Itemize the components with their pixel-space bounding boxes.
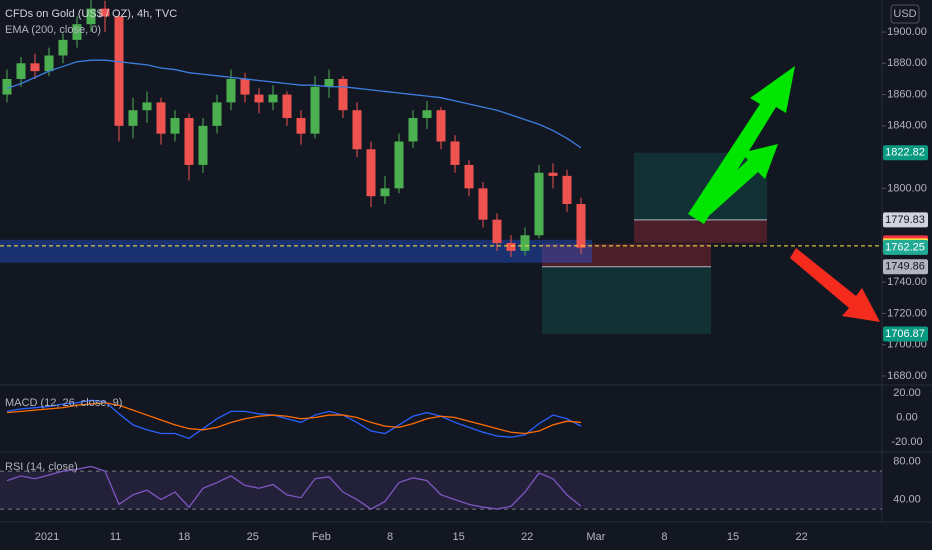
price-marker <box>883 239 928 255</box>
candle-body <box>254 94 264 103</box>
green-arrow <box>688 66 795 224</box>
candle-body <box>338 78 348 111</box>
price-marker-label: 1762.25 <box>885 241 925 253</box>
time-label: 2021 <box>35 531 59 543</box>
candle-body <box>576 204 586 248</box>
price-marker <box>883 326 928 342</box>
currency-label[interactable]: USD <box>893 8 916 20</box>
macd-legend: MACD (12, 26, close, 9) <box>5 397 122 409</box>
time-label: 15 <box>452 531 464 543</box>
candle-body <box>520 235 530 251</box>
candle-body <box>464 164 474 189</box>
price-tick-label: 1800.00 <box>887 182 927 194</box>
rsi-legend: RSI (14, close) <box>5 461 78 473</box>
macd-tick-label: 0.00 <box>896 411 917 423</box>
candle-body <box>184 118 194 165</box>
candle-body <box>492 219 502 244</box>
candle-body <box>324 78 334 87</box>
price-tick-label: 1840.00 <box>887 120 927 132</box>
price-marker <box>883 259 928 275</box>
candle-body <box>86 8 96 25</box>
candle-body <box>58 39 68 56</box>
candle-body <box>198 125 208 165</box>
rsi-band <box>0 471 882 510</box>
ema-line <box>6 59 582 149</box>
candle-body <box>156 102 166 134</box>
candle-body <box>16 63 26 79</box>
candle-body <box>30 63 40 72</box>
price-tick-label: 1860.00 <box>887 88 927 100</box>
candle-body <box>114 16 124 126</box>
price-marker-label: 1706.87 <box>885 328 925 340</box>
candle-body <box>226 78 236 103</box>
signal-line <box>6 402 582 435</box>
time-label: 8 <box>661 531 667 543</box>
candle-body <box>142 102 152 111</box>
candle-body <box>534 172 544 236</box>
price-tick-label: 1720.00 <box>887 307 927 319</box>
price-tick-label: 1700.00 <box>887 339 927 351</box>
symbol-title: CFDs on Gold (US$ / OZ), 4h, TVC <box>5 8 177 20</box>
candle-body <box>100 8 110 17</box>
candle-body <box>422 110 432 119</box>
time-label: 25 <box>247 531 259 543</box>
candle-body <box>408 118 418 142</box>
macd-tick-label: -20.00 <box>891 436 922 448</box>
price-tick-label: 1880.00 <box>887 57 927 69</box>
support-zone <box>0 239 592 263</box>
price-marker-label: 1822.82 <box>885 147 925 159</box>
macd-line <box>6 399 582 440</box>
short-stop-zone <box>542 243 711 267</box>
price-tick-label: 1680.00 <box>887 370 927 382</box>
green-arrow <box>692 144 778 222</box>
rsi-tick-label: 80.00 <box>893 456 921 468</box>
candle-body <box>212 102 222 126</box>
time-label: Mar <box>586 531 605 543</box>
time-label: 11 <box>110 531 121 543</box>
candle-body <box>170 118 180 134</box>
candle-body <box>366 149 376 197</box>
macd-tick-label: 20.00 <box>893 387 921 399</box>
price-tick-label: 1900.00 <box>887 26 927 38</box>
candle-body <box>506 243 516 251</box>
candle-body <box>2 78 12 95</box>
short-target-zone <box>542 266 711 334</box>
price-tick-label: 1740.00 <box>887 276 927 288</box>
time-label: 15 <box>727 531 739 543</box>
candle-body <box>296 118 306 134</box>
price-marker-label: 1779.83 <box>885 214 925 226</box>
time-label: Feb <box>312 531 331 543</box>
candle-body <box>394 141 404 189</box>
ema-legend: EMA (200, close, 0) <box>5 24 101 36</box>
candle-body <box>282 94 292 119</box>
time-label: 22 <box>795 531 807 543</box>
price-marker <box>883 145 928 161</box>
candle-body <box>450 141 460 165</box>
candle-body <box>548 172 558 176</box>
time-label: 8 <box>387 531 393 543</box>
candle-body <box>128 110 138 126</box>
candle-body <box>240 78 250 95</box>
candle-body <box>44 55 54 72</box>
rsi-line <box>6 465 582 510</box>
time-label: 18 <box>178 531 190 543</box>
candle-body <box>310 86 320 134</box>
candle-body <box>72 24 82 40</box>
candle-body <box>268 94 278 103</box>
candle-body <box>436 110 446 142</box>
red-arrow <box>790 248 880 322</box>
time-label: 22 <box>521 531 533 543</box>
rsi-tick-label: 40.00 <box>893 494 921 506</box>
candle-body <box>478 188 488 220</box>
currency-button[interactable] <box>890 4 920 24</box>
long-stop-zone <box>634 219 767 243</box>
candle-body <box>352 110 362 150</box>
price-marker-label: 1749.86 <box>885 261 925 273</box>
price-marker <box>883 212 928 228</box>
candle-body <box>562 175 572 205</box>
candle-body <box>380 188 390 197</box>
